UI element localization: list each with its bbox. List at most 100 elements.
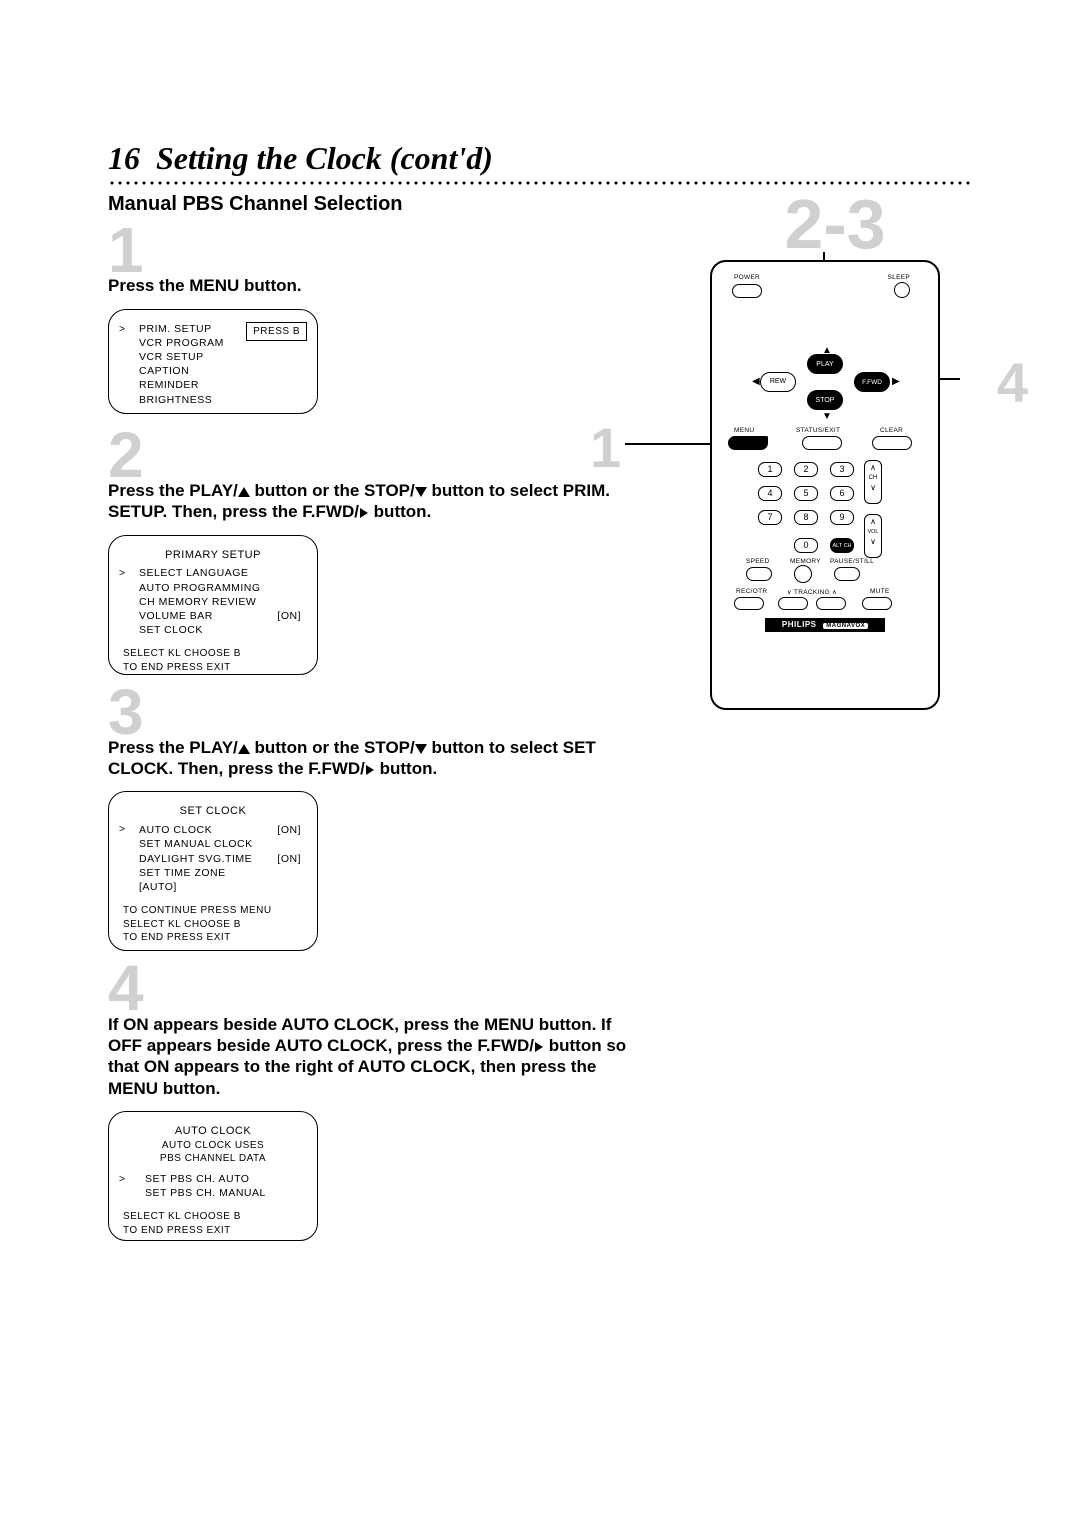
s2-l2: CH MEMORY REVIEW	[123, 595, 303, 609]
step-3: 3 Press the PLAY/ button or the STOP/ bu…	[108, 685, 628, 952]
pausestill-button[interactable]	[834, 567, 860, 581]
num-6[interactable]: 6	[830, 486, 854, 501]
s2-title: PRIMARY SETUP	[123, 548, 303, 563]
step1-instruction: Press the MENU button.	[108, 275, 628, 296]
triangle-up-icon	[238, 487, 250, 497]
num-4[interactable]: 4	[758, 486, 782, 501]
num-1[interactable]: 1	[758, 462, 782, 477]
s2-ia: Press the PLAY/	[108, 481, 238, 500]
brand-strip: PHILIPS MAGNAVOX	[765, 618, 885, 632]
ch-rocker[interactable]: ∧ CH ∨	[864, 460, 882, 504]
mute-label: MUTE	[870, 588, 890, 595]
s4-title: AUTO CLOCK	[123, 1124, 303, 1139]
chevron-down-icon: ∨	[865, 537, 881, 546]
s3-f0: TO CONTINUE PRESS MENU	[123, 904, 303, 918]
arrow-right-icon: ▶	[892, 376, 900, 387]
ch-label: CH	[865, 475, 881, 481]
triangle-right-icon	[366, 765, 374, 775]
statusexit-button[interactable]	[802, 436, 842, 450]
num-9[interactable]: 9	[830, 510, 854, 525]
triangle-right-icon	[360, 508, 368, 518]
step4-screen: AUTO CLOCK AUTO CLOCK USES PBS CHANNEL D…	[108, 1111, 318, 1241]
s1-l5: BRIGHTNESS	[123, 393, 303, 407]
callout-4: 4	[997, 350, 1028, 415]
cursor-marker: >	[119, 1172, 126, 1186]
power-label: POWER	[734, 274, 760, 281]
triangle-down-icon	[415, 744, 427, 754]
s1-l4: REMINDER	[123, 378, 303, 392]
speed-label: SPEED	[746, 558, 770, 565]
sleep-button[interactable]	[894, 282, 910, 298]
s2-l4: SET CLOCK	[123, 623, 303, 637]
chevron-up-icon: ∧	[865, 517, 881, 526]
triangle-down-icon	[415, 487, 427, 497]
ffwd-button[interactable]: F.FWD	[854, 372, 890, 392]
s4-l2: SET PBS CH. MANUAL	[123, 1186, 303, 1200]
callout-1: 1	[590, 415, 621, 480]
s3-l3: SET TIME ZONE	[123, 866, 303, 880]
s3-id: button.	[375, 759, 437, 778]
title-num: 16	[108, 140, 140, 176]
triangle-up-icon	[238, 744, 250, 754]
s3-l2t: DAYLIGHT SVG.TIME	[139, 853, 252, 865]
s2-ib: button or the STOP/	[250, 481, 415, 500]
s2-id: button.	[369, 502, 431, 521]
recotr-label: REC/OTR	[736, 588, 767, 595]
menu-button[interactable]	[728, 436, 768, 450]
remote-illustration: 2-3 1 4 POWER SLEEP PLAY REW F.FWD STOP …	[710, 260, 960, 710]
triangle-right-icon	[535, 1042, 543, 1052]
play-button[interactable]: PLAY	[807, 354, 843, 374]
step-2: 2 Press the PLAY/ button or the STOP/ bu…	[108, 428, 628, 675]
tracking-down-button[interactable]	[778, 597, 808, 610]
recotr-button[interactable]	[734, 597, 764, 610]
statusexit-label: STATUS/EXIT	[796, 427, 840, 434]
speed-button[interactable]	[746, 567, 772, 581]
s3-r0: [ON]	[277, 823, 301, 837]
num-7[interactable]: 7	[758, 510, 782, 525]
memory-button[interactable]	[794, 565, 812, 583]
clear-button[interactable]	[872, 436, 912, 450]
step3-instruction: Press the PLAY/ button or the STOP/ butt…	[108, 737, 628, 780]
step3-screen: SET CLOCK > AUTO CLOCK[ON] SET MANUAL CL…	[108, 791, 318, 951]
rew-button[interactable]: REW	[760, 372, 796, 392]
s3-l0: AUTO CLOCK[ON]	[123, 823, 303, 837]
mute-button[interactable]	[862, 597, 892, 610]
s2-l1: AUTO PROGRAMMING	[123, 581, 303, 595]
s2-footer: SELECT KL CHOOSE B TO END PRESS EXIT	[123, 647, 303, 674]
step4-instruction: If ON appears beside AUTO CLOCK, press t…	[108, 1014, 628, 1099]
page-title: 16 Setting the Clock (cont'd)	[108, 140, 972, 177]
altch-button[interactable]: ALT CH	[830, 538, 854, 553]
press-b-box: PRESS B	[246, 322, 307, 342]
s4-f1: SELECT KL CHOOSE B	[123, 1210, 303, 1224]
s3-r1: [ON]	[277, 852, 301, 866]
step2-num: 2	[108, 428, 144, 482]
cursor-marker: >	[119, 566, 126, 580]
step3-num: 3	[108, 685, 144, 739]
tracking-up-button[interactable]	[816, 597, 846, 610]
s4-footer: SELECT KL CHOOSE B TO END PRESS EXIT	[123, 1210, 303, 1237]
s3-ia: Press the PLAY/	[108, 738, 238, 757]
step2-screen: PRIMARY SETUP > SELECT LANGUAGE AUTO PRO…	[108, 535, 318, 675]
num-3[interactable]: 3	[830, 462, 854, 477]
step1-screen: > PRIM. SETUP VCR PROGRAM VCR SETUP CAPT…	[108, 309, 318, 414]
s4-f2: TO END PRESS EXIT	[123, 1224, 303, 1238]
s1-l3: CAPTION	[123, 364, 303, 378]
num-2[interactable]: 2	[794, 462, 818, 477]
s1-l2: VCR SETUP	[123, 350, 303, 364]
power-button[interactable]	[732, 284, 762, 298]
s3-f1: SELECT KL CHOOSE B	[123, 918, 303, 932]
s3-l2: DAYLIGHT SVG.TIME [ON]	[123, 852, 303, 866]
s3-title: SET CLOCK	[123, 804, 303, 819]
clear-label: CLEAR	[880, 427, 903, 434]
stop-button[interactable]: STOP	[807, 390, 843, 410]
step1-num: 1	[108, 223, 144, 277]
vol-rocker[interactable]: ∧ VOL ∨	[864, 514, 882, 558]
s2-r0: [ON]	[277, 609, 301, 623]
s3-footer: TO CONTINUE PRESS MENU SELECT KL CHOOSE …	[123, 904, 303, 945]
num-8[interactable]: 8	[794, 510, 818, 525]
cursor-marker: >	[119, 822, 126, 836]
sleep-label: SLEEP	[888, 274, 910, 281]
s4-sub1: AUTO CLOCK USES	[123, 1139, 303, 1153]
num-5[interactable]: 5	[794, 486, 818, 501]
num-0[interactable]: 0	[794, 538, 818, 553]
